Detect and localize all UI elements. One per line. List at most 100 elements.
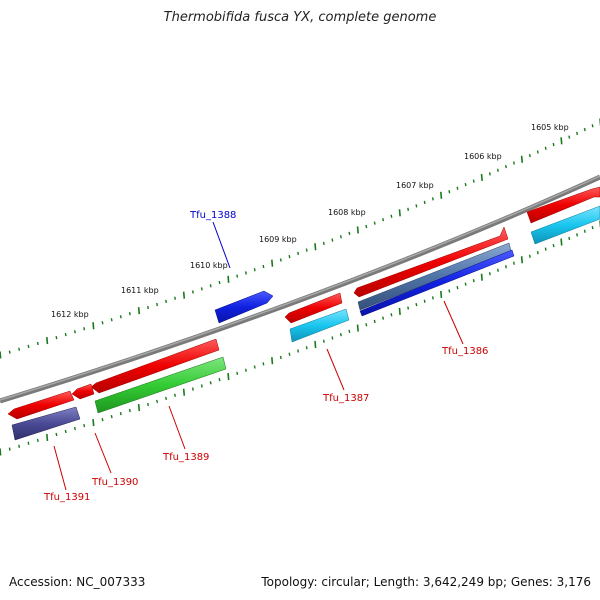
- scale-tick: [36, 341, 39, 346]
- gene-label-tfu-1390[interactable]: Tfu_1390: [91, 477, 138, 488]
- scale-tick: [456, 186, 459, 190]
- inner-tick: [552, 243, 555, 248]
- gene-label-tfu-1388[interactable]: Tfu_1388: [189, 210, 236, 221]
- genome-backbone: [0, 174, 600, 404]
- scale-tick: [390, 214, 393, 218]
- scale-tick: [191, 290, 194, 294]
- inner-tick: [174, 393, 177, 397]
- scale-label-1605: 1605 kbp: [531, 123, 569, 132]
- inner-tick: [92, 419, 95, 427]
- gene-tfu-1391-upper-arrow[interactable]: [7, 390, 75, 420]
- scale-tick: [512, 161, 515, 165]
- scale-tick: [322, 241, 325, 246]
- scale-tick: [382, 218, 385, 222]
- inner-tick: [560, 238, 563, 246]
- scale-tick: [520, 155, 524, 163]
- inner-tick: [101, 417, 104, 422]
- inner-tick: [472, 279, 475, 283]
- inner-tick: [46, 433, 49, 442]
- scale-tick: [415, 204, 418, 208]
- inner-tick: [331, 336, 334, 340]
- inner-tick: [348, 329, 351, 334]
- scale-tick: [244, 271, 247, 275]
- inner-tick: [191, 387, 194, 391]
- scale-tick: [236, 274, 239, 278]
- scale-tick: [431, 197, 434, 201]
- gene-tfu-1386-upper-arrow[interactable]: [353, 226, 509, 298]
- inner-tick: [528, 254, 531, 258]
- scale-tick: [128, 312, 131, 316]
- inner-tick: [209, 381, 212, 385]
- gene-label-tfu-1389[interactable]: Tfu_1389: [162, 452, 209, 463]
- gene-tfu-1385-arrow[interactable]: [526, 186, 600, 224]
- inner-tick: [536, 251, 539, 255]
- inner-tick: [365, 323, 368, 327]
- inner-tick: [496, 268, 499, 272]
- scale-tick: [156, 302, 159, 307]
- inner-tick: [137, 403, 141, 412]
- scale-tick: [314, 243, 317, 251]
- gene-leader-lines: [53, 221, 464, 491]
- inner-tick: [147, 402, 150, 407]
- scale-tick: [110, 318, 113, 322]
- gene-tfu-1385-cyan-block[interactable]: [530, 205, 600, 245]
- scale-tick: [101, 321, 104, 325]
- gene-tfu-1388-arrow[interactable]: [214, 290, 274, 324]
- inner-tick: [448, 289, 451, 293]
- scale-tick: [560, 137, 563, 145]
- scale-tick: [218, 280, 221, 285]
- scale-tick: [27, 344, 30, 349]
- inner-tick-marks: [0, 220, 600, 456]
- gene-label-tfu-1387[interactable]: Tfu_1387: [322, 393, 369, 404]
- inner-tick: [297, 349, 300, 353]
- scale-tick: [583, 127, 586, 132]
- inner-tick: [244, 368, 247, 372]
- gene-tfu-1391-indigo-block[interactable]: [11, 406, 81, 441]
- scale-tick: [398, 209, 401, 217]
- scale-tick: [480, 173, 483, 182]
- scale-tick: [373, 221, 376, 225]
- gene-tfu-1386-steel-block[interactable]: [357, 242, 512, 311]
- scale-tick: [182, 291, 186, 299]
- gene-tfu-1390-arrow[interactable]: [71, 383, 95, 400]
- scale-tick: [339, 235, 342, 239]
- scale-tick: [46, 336, 49, 345]
- gene-label-tfu-1386[interactable]: Tfu_1386: [441, 346, 488, 357]
- inner-tick: [398, 307, 401, 315]
- inner-tick: [591, 225, 594, 230]
- inner-tick: [456, 285, 459, 290]
- scale-tick: [174, 296, 177, 300]
- genome-stats-text: Topology: circular; Length: 3,642,249 bp…: [261, 575, 591, 589]
- inner-tick: [382, 316, 385, 320]
- inner-tick: [253, 365, 256, 369]
- inner-tick: [262, 362, 265, 366]
- scale-tick: [147, 305, 150, 310]
- inner-tick: [464, 282, 467, 286]
- inner-tick: [480, 273, 483, 281]
- inner-tick: [415, 303, 418, 307]
- scale-tick: [496, 168, 499, 172]
- inner-tick: [504, 265, 507, 269]
- gene-label-tfu-1391[interactable]: Tfu_1391: [43, 492, 90, 503]
- scale-tick: [407, 207, 410, 211]
- inner-tick: [73, 426, 76, 431]
- scale-tick: [568, 135, 571, 139]
- map-title: Thermobifida fusca YX, complete genome: [163, 10, 437, 25]
- gene-tfu-1389-green-block[interactable]: [94, 356, 227, 414]
- scale-tick: [8, 350, 11, 354]
- scale-tick: [73, 330, 76, 334]
- scale-tick: [253, 268, 256, 272]
- gene-tfu-1387-cyan-block[interactable]: [289, 308, 350, 343]
- scale-tick: [262, 264, 265, 269]
- inner-tick: [431, 296, 434, 300]
- scale-tick: [271, 259, 274, 267]
- gene-tfu-1386-blue-block[interactable]: [359, 249, 515, 317]
- scale-tick: [504, 164, 507, 169]
- scale-tick: [591, 124, 594, 128]
- inner-tick: [407, 306, 410, 310]
- scale-label-1610: 1610 kbp: [190, 261, 228, 270]
- scale-tick: [348, 231, 351, 235]
- gene-tfu-1387-upper-arrow[interactable]: [284, 292, 343, 324]
- inner-tick: [356, 324, 359, 332]
- scale-tick: [488, 172, 491, 176]
